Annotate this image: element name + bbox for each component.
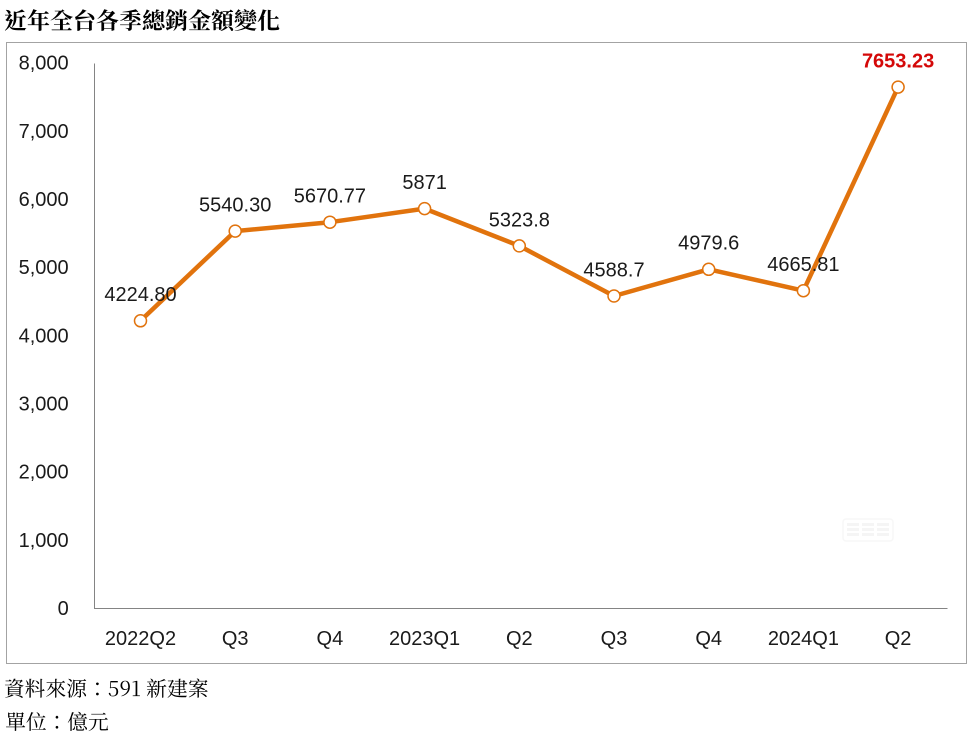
svg-text:7653.23: 7653.23 — [862, 51, 934, 73]
svg-text:5670.77: 5670.77 — [294, 186, 366, 208]
svg-text:0: 0 — [58, 598, 69, 620]
svg-text:8,000: 8,000 — [19, 53, 69, 75]
svg-text:4665.81: 4665.81 — [767, 254, 839, 276]
svg-text:7,000: 7,000 — [19, 121, 69, 143]
svg-text:2,000: 2,000 — [19, 462, 69, 484]
svg-text:2024Q1: 2024Q1 — [768, 628, 839, 650]
svg-text:Q4: Q4 — [695, 628, 722, 650]
svg-text:5323.8: 5323.8 — [489, 209, 550, 231]
svg-text:Q3: Q3 — [222, 628, 249, 650]
svg-text:Q2: Q2 — [506, 628, 533, 650]
svg-text:Q4: Q4 — [317, 628, 344, 650]
svg-text:4224.80: 4224.80 — [104, 284, 176, 306]
svg-text:1,000: 1,000 — [19, 530, 69, 552]
svg-text:4979.6: 4979.6 — [678, 233, 739, 255]
svg-text:Q2: Q2 — [885, 628, 912, 650]
svg-text:5,000: 5,000 — [19, 257, 69, 279]
svg-text:5871: 5871 — [402, 172, 447, 194]
svg-text:4,000: 4,000 — [19, 325, 69, 347]
svg-text:6,000: 6,000 — [19, 189, 69, 211]
svg-text:4588.7: 4588.7 — [583, 259, 644, 281]
svg-text:2022Q2: 2022Q2 — [105, 628, 176, 650]
svg-text:Q3: Q3 — [601, 628, 628, 650]
svg-text:5540.30: 5540.30 — [199, 195, 271, 217]
svg-text:3,000: 3,000 — [19, 394, 69, 416]
svg-text:2023Q1: 2023Q1 — [389, 628, 460, 650]
